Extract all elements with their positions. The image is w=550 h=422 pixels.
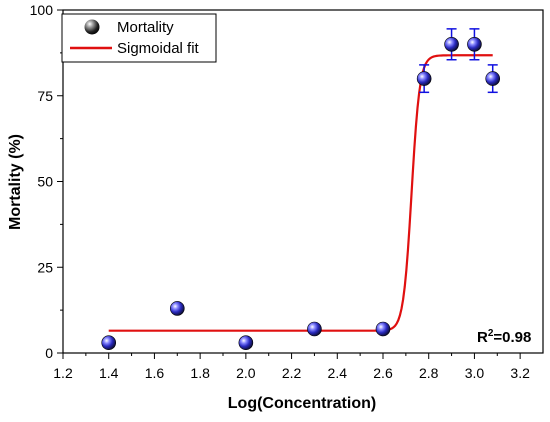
x-axis-title: Log(Concentration)	[228, 395, 376, 412]
x-tick-label-10: 3.2	[510, 365, 530, 381]
data-point-2	[238, 335, 254, 351]
x-tick-label-7: 2.6	[373, 365, 393, 381]
x-tick-label-2: 1.6	[145, 365, 165, 381]
x-tick-label-8: 2.8	[419, 365, 439, 381]
legend: Mortality Sigmoidal fit	[61, 13, 217, 63]
data-point-3	[307, 321, 322, 337]
x-tick-label-6: 2.4	[328, 365, 348, 381]
x-tick-label-0: 1.2	[53, 365, 73, 381]
data-point-1	[169, 301, 185, 316]
y-tick-label-0: 0	[45, 345, 53, 361]
data-point-6	[444, 36, 459, 52]
y-tick-label-3: 75	[37, 88, 53, 104]
y-tick-label-2: 50	[37, 174, 53, 190]
data-point-7	[467, 36, 482, 52]
data-point-0	[101, 335, 117, 351]
r-squared-superscript: 2	[488, 328, 494, 339]
sigmoidal-fit-line	[108, 54, 493, 332]
x-tick-label-9: 3.0	[465, 365, 485, 381]
x-tick-label-3: 1.8	[190, 365, 210, 381]
tick-labels: 1.2 1.4 1.6 1.8 2.0 2.2 2.4 2.6 2.8 3.0 3.2 0 25 50 75…	[30, 2, 530, 381]
r-squared-value: =0.98	[493, 329, 531, 346]
x-tick-label-4: 2.0	[236, 365, 256, 381]
plot-area	[101, 28, 501, 351]
data-point-8	[485, 71, 501, 86]
y-axis-title: Mortality (%)	[7, 134, 24, 230]
legend-label-mortality: Mortality	[117, 19, 174, 36]
y-tick-label-4: 100	[30, 2, 54, 18]
tick-marks	[57, 9, 521, 359]
legend-marker-mortality	[84, 19, 100, 35]
legend-label-sigmoidal-fit: Sigmoidal fit	[117, 40, 200, 57]
y-tick-label-1: 25	[37, 259, 53, 275]
r-squared-annotation: R2=0.98	[477, 328, 531, 346]
r-squared-prefix: R	[477, 329, 488, 346]
x-tick-label-1: 1.4	[99, 365, 119, 381]
data-point-4	[375, 321, 391, 337]
x-tick-label-5: 2.2	[282, 365, 302, 381]
data-point-5	[416, 71, 432, 86]
